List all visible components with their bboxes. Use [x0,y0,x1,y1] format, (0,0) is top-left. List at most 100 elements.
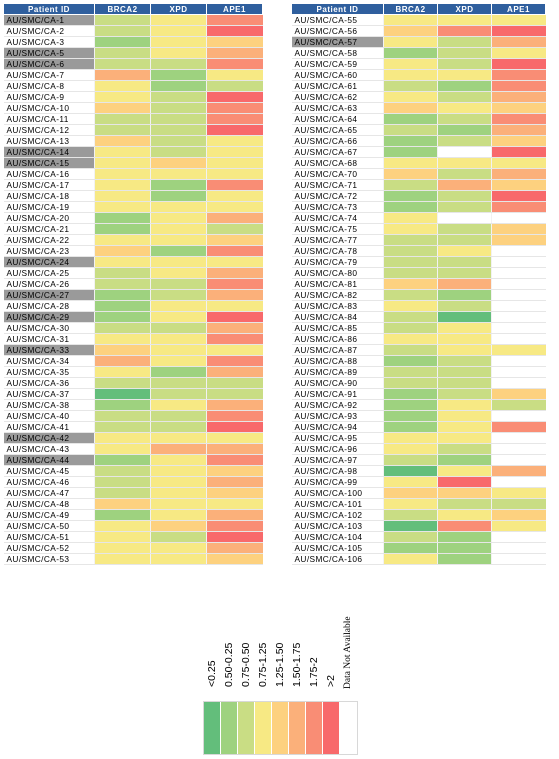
patient-id: AU/SMC/CA-102 [291,509,384,521]
heatmap-cell-xpd [437,146,492,158]
heatmap-cell-ape1 [491,157,546,169]
patient-id: AU/SMC/CA-88 [291,355,384,367]
heatmap-cell-xpd [150,69,207,81]
heatmap-cell-xpd [150,399,207,411]
table-header-row: Patient ID BRCA2 XPD APE1 [3,3,263,15]
heatmap-cell-xpd [150,223,207,235]
heatmap-cell-ape1 [206,102,263,114]
heatmap-cell-brca2 [383,498,438,510]
heatmap-cell-xpd [150,113,207,125]
patient-id: AU/SMC/CA-79 [291,256,384,268]
heatmap-cell-brca2 [94,300,151,312]
table-row: AU/SMC/CA-52 [3,542,263,554]
patient-id: AU/SMC/CA-35 [3,366,95,378]
heatmap-cell-brca2 [383,223,438,235]
patient-id: AU/SMC/CA-55 [291,14,384,26]
heatmap-cell-brca2 [94,498,151,510]
patient-id: AU/SMC/CA-43 [3,443,95,455]
heatmap-cell-xpd [437,388,492,400]
patient-id: AU/SMC/CA-26 [3,278,95,290]
legend-label-text: Data Not Available [342,616,353,689]
heatmap-cell-brca2 [94,553,151,565]
heatmap-cell-ape1 [206,322,263,334]
table-row: AU/SMC/CA-67 [291,146,546,158]
heatmap-cell-brca2 [383,245,438,257]
heatmap-cell-ape1 [206,267,263,279]
heatmap-cell-brca2 [383,344,438,356]
heatmap-cell-ape1 [491,509,546,521]
heatmap-cell-ape1 [491,399,546,411]
heatmap-cell-xpd [437,377,492,389]
heatmap-cell-ape1 [491,344,546,356]
heatmap-cell-brca2 [94,58,151,70]
heatmap-cell-brca2 [383,256,438,268]
table-row: AU/SMC/CA-72 [291,190,546,202]
heatmap-cell-ape1 [491,300,546,312]
heatmap-cell-xpd [150,25,207,37]
heatmap-cell-xpd [437,355,492,367]
heatmap-cell-brca2 [94,47,151,59]
patient-id: AU/SMC/CA-2 [3,25,95,37]
heatmap-cell-xpd [437,190,492,202]
legend-label-text: 1.50-1.75 [290,642,303,687]
heatmap-cell-xpd [437,91,492,103]
heatmap-cell-ape1 [206,25,263,37]
patient-id: AU/SMC/CA-30 [3,322,95,334]
table-row: AU/SMC/CA-77 [291,234,546,246]
heatmap-cell-brca2 [94,245,151,257]
heatmap-cell-xpd [437,124,492,136]
heatmap-cell-xpd [437,432,492,444]
table-row: AU/SMC/CA-70 [291,168,546,180]
heatmap-cell-ape1 [206,245,263,257]
heatmap-cell-brca2 [383,14,438,26]
table-row: AU/SMC/CA-11 [3,113,263,125]
patient-id: AU/SMC/CA-96 [291,443,384,455]
legend-swatch [306,702,323,754]
patient-id: AU/SMC/CA-41 [3,421,95,433]
patient-id: AU/SMC/CA-25 [3,267,95,279]
heatmap-cell-xpd [150,201,207,213]
heatmap-cell-brca2 [383,190,438,202]
table-row: AU/SMC/CA-86 [291,333,546,345]
table-row: AU/SMC/CA-10 [3,102,263,114]
patient-id: AU/SMC/CA-34 [3,355,95,367]
heatmap-cell-ape1 [206,366,263,378]
heatmap-cell-ape1 [206,91,263,103]
heatmap-cell-brca2 [383,146,438,158]
heatmap-cell-ape1 [206,47,263,59]
table-row: AU/SMC/CA-100 [291,487,546,499]
heatmap-cell-xpd [150,520,207,532]
heatmap-cell-brca2 [383,454,438,466]
heatmap-cell-ape1 [206,14,263,26]
heatmap-cell-xpd [150,245,207,257]
heatmap-cell-ape1 [491,542,546,554]
table-row: AU/SMC/CA-15 [3,157,263,169]
heatmap-cell-brca2 [94,531,151,543]
patient-id: AU/SMC/CA-75 [291,223,384,235]
legend-label-text: <0.25 [205,660,218,687]
heatmap-cell-ape1 [206,498,263,510]
legend-label: 1.75-2 [305,627,322,699]
heatmap-cell-brca2 [94,366,151,378]
heatmap-cell-ape1 [491,388,546,400]
patient-id: AU/SMC/CA-1 [3,14,95,26]
heatmap-cell-brca2 [94,223,151,235]
heatmap-cell-brca2 [383,443,438,455]
heatmap-cell-brca2 [94,410,151,422]
heatmap-cell-ape1 [206,223,263,235]
table-row: AU/SMC/CA-105 [291,542,546,554]
heatmap-cell-brca2 [383,69,438,81]
heatmap-cell-xpd [437,421,492,433]
heatmap-cell-ape1 [491,465,546,477]
heatmap-cell-brca2 [94,399,151,411]
heatmap-cell-brca2 [94,135,151,147]
heatmap-cell-xpd [150,388,207,400]
patient-id: AU/SMC/CA-100 [291,487,384,499]
heatmap-cell-brca2 [383,47,438,59]
heatmap-cell-brca2 [383,113,438,125]
heatmap-cell-ape1 [491,179,546,191]
patient-id: AU/SMC/CA-17 [3,179,95,191]
heatmap-cell-brca2 [383,465,438,477]
heatmap-cell-ape1 [206,157,263,169]
patient-id: AU/SMC/CA-105 [291,542,384,554]
